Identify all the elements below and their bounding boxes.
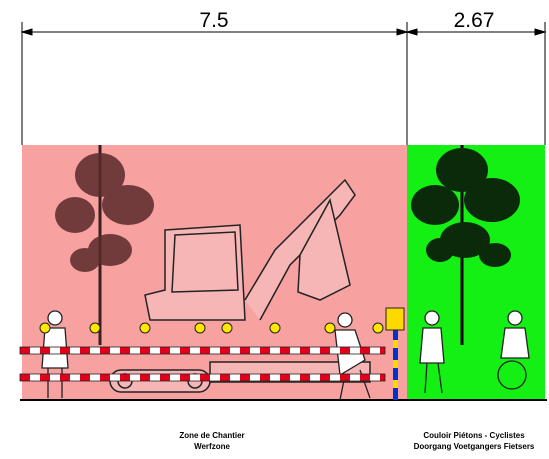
dimension-label: 7.5: [199, 9, 228, 32]
cross-section: 7.5 2.67: [0, 0, 549, 459]
zone-caption: Zone de Chantier: [179, 431, 244, 440]
dimension-lines: [22, 22, 545, 145]
dimension-label: 2.67: [454, 9, 495, 32]
zone-caption: Couloir Piétons - Cyclistes: [423, 431, 525, 440]
zone-caption: Doorgang Voetgangers Fietsers: [414, 442, 535, 451]
page: {"dimensions": {"left": "7.5", "right": …: [0, 0, 549, 459]
zone-caption: Werfzone: [194, 442, 230, 451]
